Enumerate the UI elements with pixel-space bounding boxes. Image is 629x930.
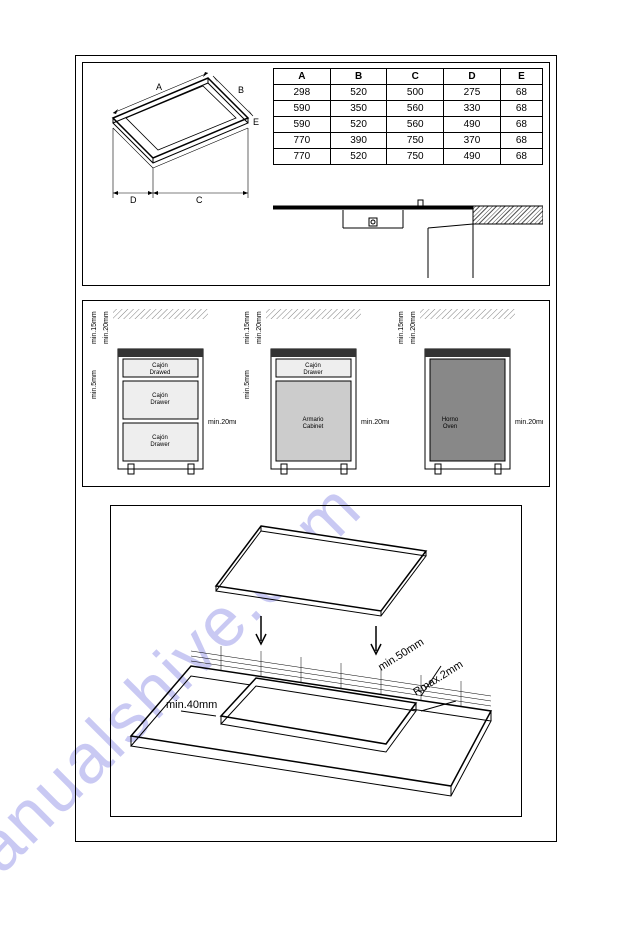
table-row: 59035056033068 — [274, 101, 543, 117]
dim-min20: min.20mm — [410, 311, 417, 344]
cabinet2-mid-label: Armario — [302, 417, 324, 423]
cabinet1-mid-label2: Drawer — [150, 400, 169, 406]
dim-label-b: B — [238, 85, 244, 95]
cabinet2-mid-label2: Cabinet — [303, 424, 324, 430]
table-row: 77052075049068 — [274, 149, 543, 165]
dim-min20side: min.20mm — [208, 419, 236, 426]
dim-min50: min.50mm — [376, 636, 426, 673]
col-a: A — [274, 69, 331, 85]
col-e: E — [500, 69, 542, 85]
cabinet1-top-label: Cajón — [152, 363, 168, 369]
cabinet-diagram-1: Cajón Drawed Cajón Drawer Cajón Drawer m… — [88, 309, 236, 477]
cabinet1-top-label2: Drawed — [150, 370, 171, 376]
dim-min15: min.15mm — [244, 311, 251, 344]
page: manualshive.com A B E — [0, 0, 629, 893]
dim-min5: min.5mm — [244, 370, 251, 399]
cooktop-install-diagram: min.40mm min.50mm Rmax.2mm — [121, 516, 511, 806]
dim-min20: min.20mm — [103, 311, 110, 344]
cabinet3-label2: Oven — [443, 424, 457, 430]
dim-label-c: C — [196, 195, 203, 205]
col-c: C — [387, 69, 444, 85]
dim-min5: min.5mm — [91, 370, 98, 399]
cabinet-diagram-2: Cajón Drawer Armario Cabinet min.15mm mi… — [241, 309, 389, 477]
cabinet3-label: Horno — [442, 417, 459, 423]
cabinet1-bot-label2: Drawer — [150, 442, 169, 448]
cabinet2-top-label2: Drawer — [303, 370, 322, 376]
section-cabinets: Cajón Drawed Cajón Drawer Cajón Drawer m… — [82, 300, 550, 487]
dim-min20side: min.20mm — [361, 419, 389, 426]
dim-min15: min.15mm — [91, 311, 98, 344]
col-d: D — [444, 69, 501, 85]
dim-min15: min.15mm — [398, 311, 405, 344]
section-dimensions: A B E D C A B — [82, 62, 550, 286]
dim-min20: min.20mm — [256, 311, 263, 344]
cabinet1-mid-label: Cajón — [152, 393, 168, 399]
cross-section-diagram — [273, 188, 543, 278]
dim-label-e: E — [253, 117, 259, 127]
cabinet2-top-label: Cajón — [305, 363, 321, 369]
dim-label-d: D — [130, 195, 137, 205]
cabinet1-bot-label: Cajón — [152, 435, 168, 441]
dimensions-table: A B C D E 29852050027568 59035056033068 … — [273, 68, 543, 165]
cabinet-diagram-3: Horno Oven min.15mm min.20mm min.20mm — [395, 309, 543, 477]
dim-min20side: min.20mm — [515, 419, 543, 426]
dim-min40: min.40mm — [166, 699, 217, 711]
dim-rmax: Rmax.2mm — [411, 659, 465, 699]
col-b: B — [330, 69, 387, 85]
hob-dimension-diagram: A B E D C — [88, 68, 268, 213]
table-row: 77039075037068 — [274, 133, 543, 149]
table-row: 29852050027568 — [274, 85, 543, 101]
table-header-row: A B C D E — [274, 69, 543, 85]
dim-label-a: A — [156, 82, 162, 92]
section-installation: min.40mm min.50mm Rmax.2mm — [110, 505, 522, 817]
table-row: 59052056049068 — [274, 117, 543, 133]
